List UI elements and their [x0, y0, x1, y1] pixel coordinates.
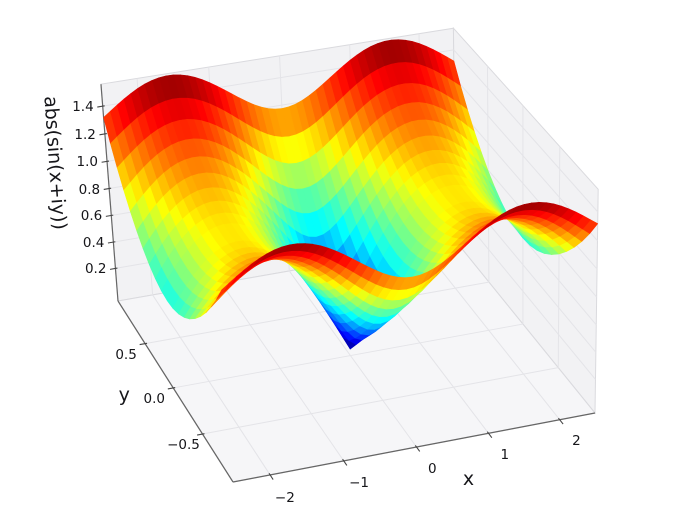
surface-plot-canvas [0, 0, 683, 512]
figure: x y abs(sin(x+iy)) −2 −1 0 1 2 0.5 0.0 −0.5 0.2 0… [0, 0, 683, 512]
